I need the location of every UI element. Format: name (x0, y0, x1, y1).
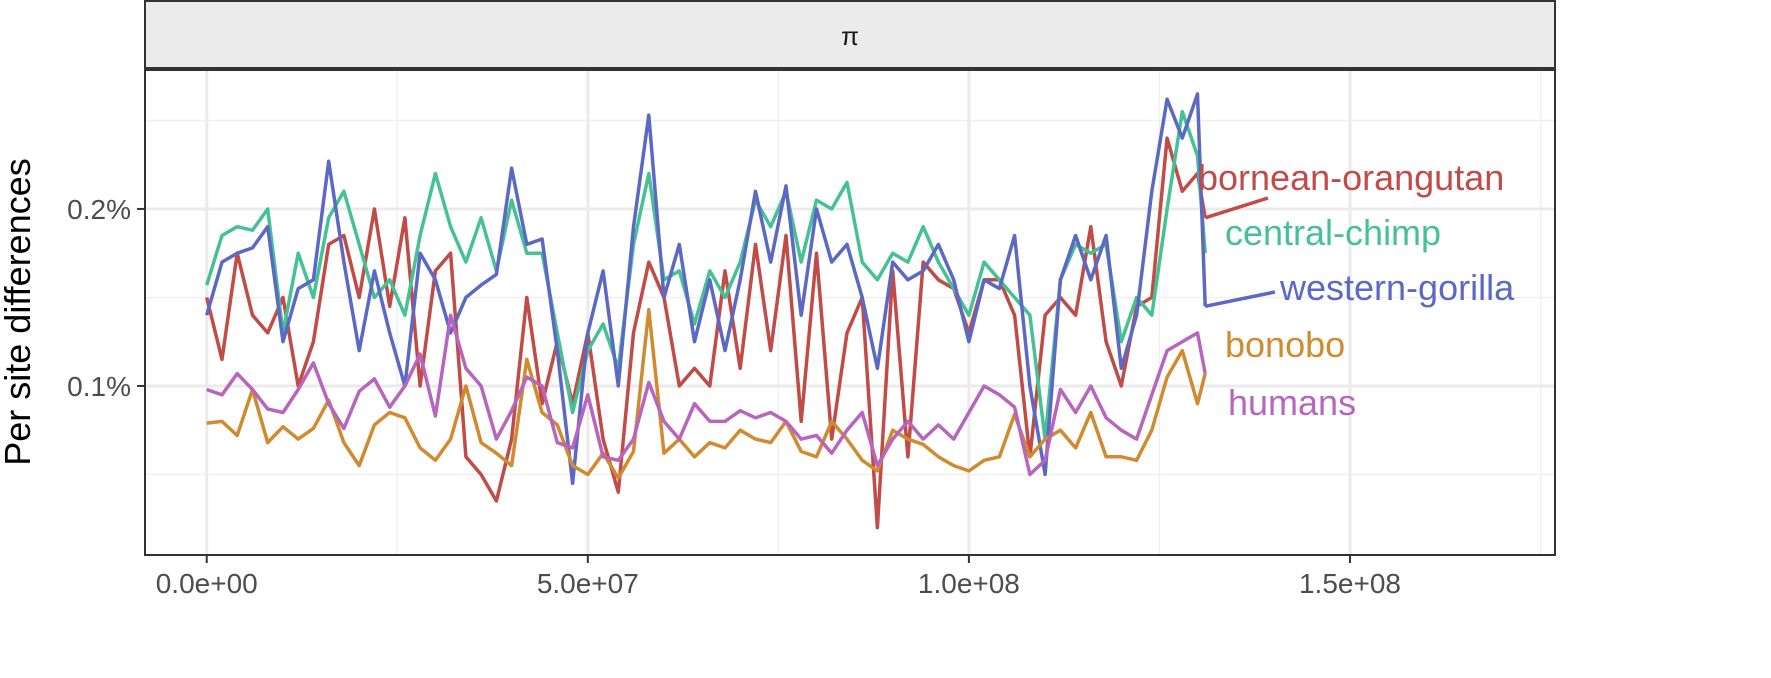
series-label-bornean-orangutan: bornean-orangutan (1198, 157, 1504, 198)
series-lines (205, 92, 1207, 530)
series-label-bonobo: bonobo (1225, 324, 1345, 365)
x-tick-label: 1.0e+08 (918, 568, 1020, 599)
label-leader-line (1204, 196, 1269, 220)
series-labels: bornean-orangutan central-chimp western-go… (1198, 157, 1515, 423)
panel-border (144, 69, 1556, 556)
series-label-western-gorilla: western-gorilla (1279, 267, 1515, 308)
label-leader-line (1204, 290, 1276, 309)
series-line-bonobo (206, 308, 1207, 480)
facet-strip (144, 0, 1556, 69)
y-axis-label: Per site differences (0, 158, 38, 466)
x-tick-label: 1.5e+08 (1299, 568, 1401, 599)
y-tick-label: 0.1% (67, 371, 131, 402)
axes: 0.1% 0.2% 0.0e+00 5.0e+07 1.0e+08 1.5e+08 (67, 194, 1401, 599)
series-line-western-gorilla (205, 92, 1207, 486)
plot-panel (145, 70, 1555, 555)
x-tick-label: 5.0e+07 (537, 568, 639, 599)
x-tick-label: 0.0e+00 (156, 568, 258, 599)
facet-strip-label: π (841, 21, 859, 51)
series-line-bornean-orangutan (205, 136, 1207, 530)
series-line-humans (206, 313, 1207, 477)
y-tick-label: 0.2% (67, 194, 131, 225)
series-label-humans: humans (1228, 382, 1356, 423)
series-label-central-chimp: central-chimp (1225, 212, 1441, 253)
